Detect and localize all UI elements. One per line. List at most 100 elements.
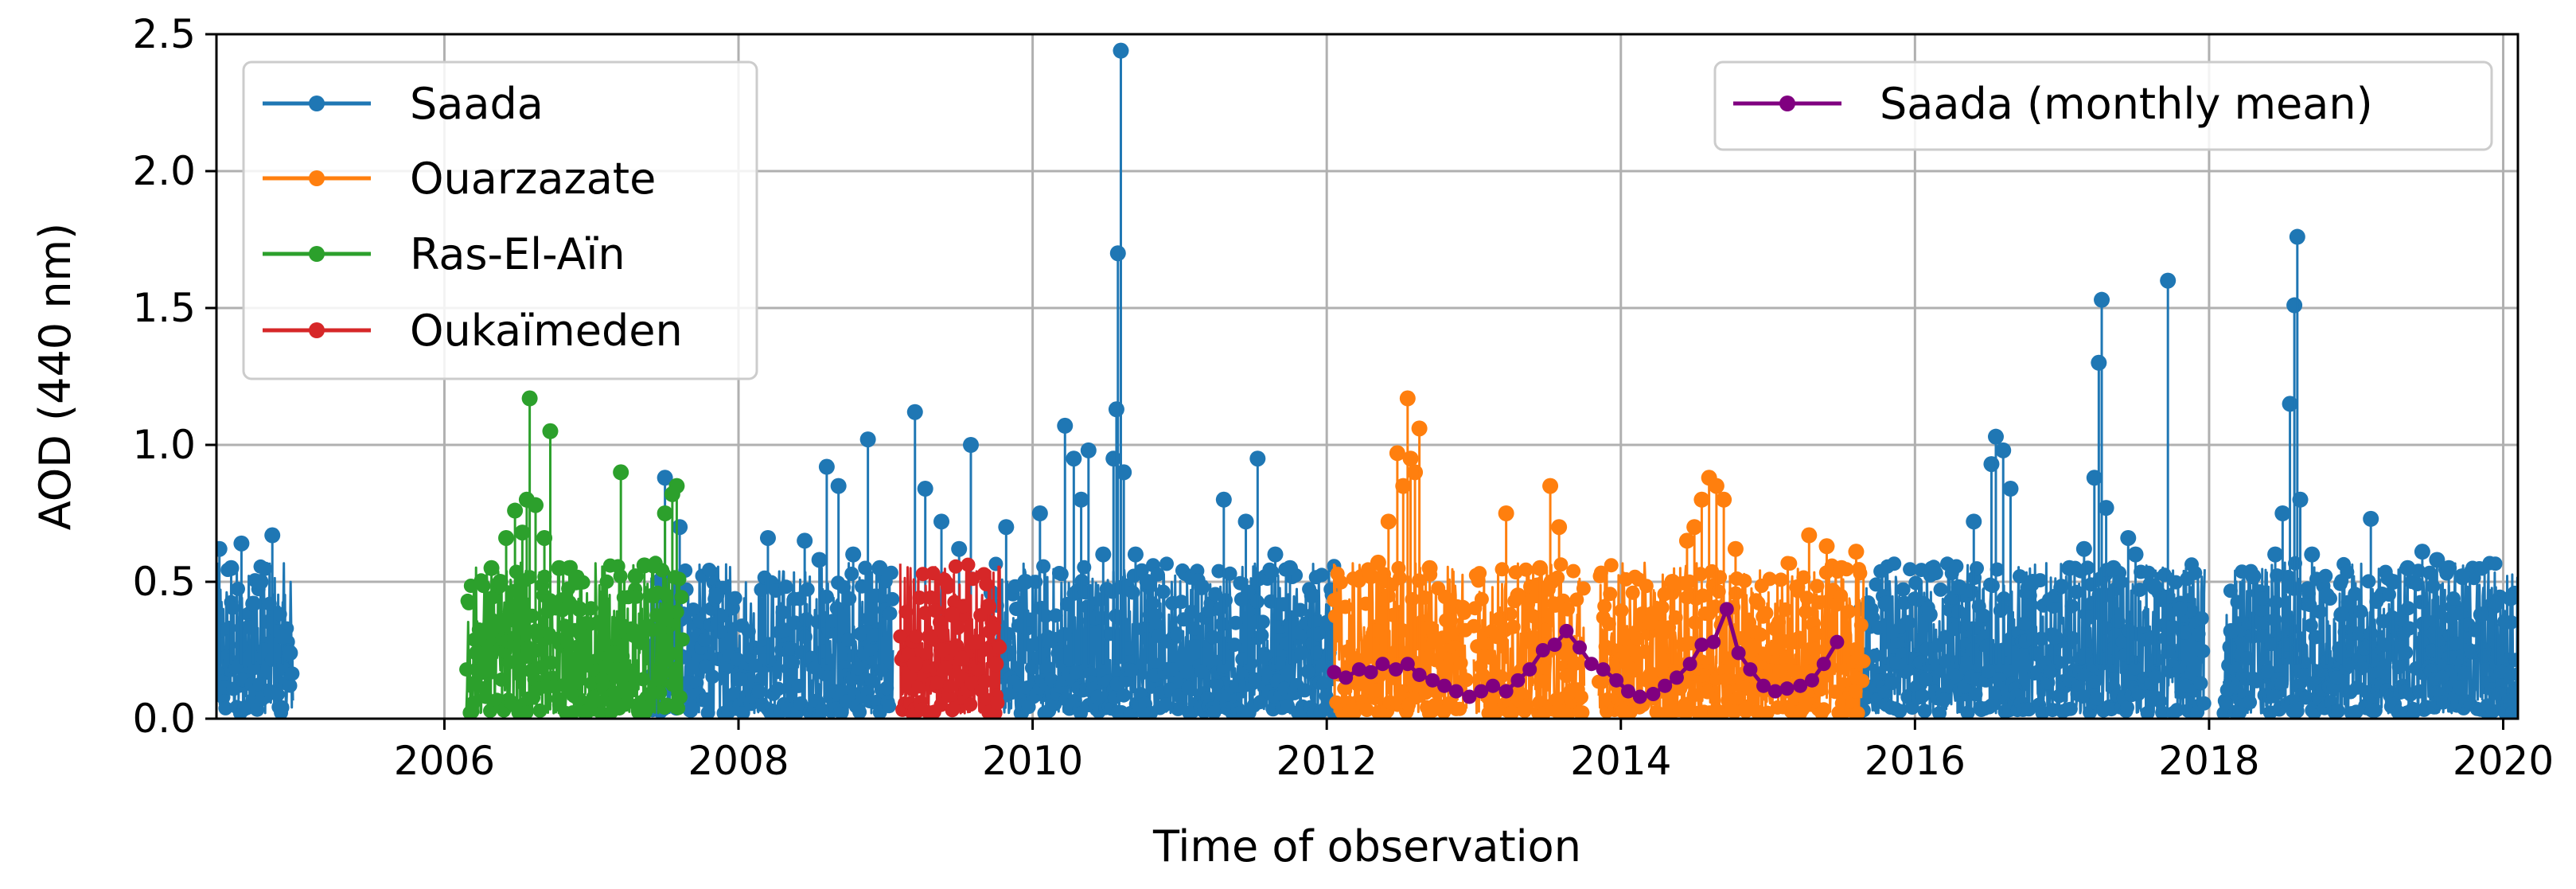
data-point-ouarzazate bbox=[1327, 609, 1343, 624]
data-point-saada bbox=[2054, 579, 2069, 594]
data-point-saada-monthly-mean bbox=[1547, 638, 1562, 653]
data-point-saada bbox=[1080, 442, 1097, 458]
data-point-saada bbox=[2243, 695, 2258, 710]
data-point-ras-el-ain bbox=[583, 601, 598, 616]
data-point-saada bbox=[252, 574, 269, 590]
data-point-saada bbox=[933, 513, 950, 530]
data-point-saada bbox=[2361, 574, 2376, 589]
data-point-saada bbox=[2384, 574, 2401, 590]
data-point-saada bbox=[1042, 634, 1058, 649]
data-point-saada bbox=[2453, 568, 2470, 585]
data-point-saada bbox=[1117, 688, 1131, 703]
data-point-ras-el-ain bbox=[675, 632, 690, 647]
data-point-ras-el-ain bbox=[565, 705, 580, 719]
x-tick-label: 2010 bbox=[982, 738, 1083, 784]
data-point-saada bbox=[2488, 556, 2503, 571]
data-point-saada bbox=[2340, 564, 2355, 579]
data-point-ouarzazate bbox=[1491, 611, 1506, 626]
data-point-oukaimeden bbox=[980, 598, 997, 614]
data-point-ouarzazate bbox=[1417, 590, 1432, 605]
data-point-ouarzazate bbox=[1559, 669, 1574, 684]
data-point-oukaimeden bbox=[956, 599, 971, 614]
data-point-saada bbox=[221, 621, 236, 635]
data-point-ras-el-ain bbox=[672, 571, 687, 587]
data-point-ras-el-ain bbox=[571, 601, 588, 618]
data-point-saada bbox=[800, 582, 815, 597]
data-point-saada bbox=[2504, 705, 2518, 719]
data-point-saada bbox=[2105, 657, 2120, 673]
data-point-ouarzazate bbox=[1727, 704, 1742, 719]
data-point-saada bbox=[2457, 665, 2473, 680]
data-point-ras-el-ain bbox=[594, 705, 609, 719]
data-point-saada bbox=[2013, 569, 2027, 584]
data-point-ras-el-ain bbox=[641, 700, 657, 715]
data-point-saada bbox=[1066, 450, 1082, 467]
data-point-saada bbox=[2148, 669, 2163, 684]
data-point-ras-el-ain bbox=[519, 705, 534, 719]
data-point-saada bbox=[216, 540, 228, 557]
data-point-ras-el-ain bbox=[561, 560, 578, 576]
data-point-ouarzazate bbox=[1855, 673, 1870, 688]
data-point-saada bbox=[1215, 491, 1232, 508]
data-point-oukaimeden bbox=[930, 675, 945, 690]
data-point-saada bbox=[2046, 599, 2061, 614]
data-point-saada-monthly-mean bbox=[1462, 689, 1477, 704]
data-point-saada bbox=[1069, 665, 1084, 680]
data-point-saada bbox=[1319, 688, 1334, 704]
data-point-ouarzazate bbox=[1639, 579, 1654, 594]
data-point-saada bbox=[2488, 595, 2504, 612]
data-point-saada bbox=[2127, 546, 2144, 563]
data-point-ouarzazate bbox=[1810, 579, 1825, 594]
data-point-saada bbox=[2222, 639, 2237, 654]
data-point-ouarzazate bbox=[1833, 560, 1849, 576]
data-point-saada bbox=[705, 669, 720, 684]
data-point-ouarzazate bbox=[1532, 560, 1549, 576]
data-point-saada bbox=[1304, 587, 1320, 604]
data-point-ras-el-ain bbox=[462, 595, 476, 610]
plot-frame bbox=[215, 33, 2519, 720]
data-point-ouarzazate bbox=[1678, 532, 1695, 549]
data-point-saada bbox=[1970, 561, 1984, 576]
data-point-saada bbox=[2441, 560, 2457, 576]
data-point-saada bbox=[2089, 691, 2104, 706]
data-point-saada bbox=[1292, 602, 1307, 618]
y-tick-label: 1.5 bbox=[132, 285, 196, 331]
data-point-saada-monthly-mean bbox=[1339, 670, 1354, 685]
data-point-oukaimeden bbox=[968, 634, 985, 650]
data-point-saada bbox=[1222, 566, 1237, 581]
data-point-saada bbox=[1995, 442, 2012, 458]
data-point-ouarzazate bbox=[1498, 505, 1514, 521]
data-point-oukaimeden bbox=[965, 571, 980, 587]
data-point-ouarzazate bbox=[1708, 478, 1724, 494]
data-point-ouarzazate bbox=[1597, 599, 1612, 614]
data-point-oukaimeden bbox=[920, 659, 935, 674]
data-point-ouarzazate bbox=[1365, 634, 1380, 649]
legend-left: Saada Ouarzazate Ras-El-Aïn Oukaïmeden bbox=[242, 60, 758, 380]
data-point-ouarzazate bbox=[1474, 591, 1489, 606]
data-point-saada bbox=[218, 700, 233, 715]
data-point-saada bbox=[778, 579, 793, 595]
data-point-ouarzazate bbox=[1358, 596, 1374, 611]
data-point-saada bbox=[2177, 625, 2192, 640]
data-point-saada bbox=[2017, 616, 2032, 631]
data-point-saada bbox=[1279, 636, 1294, 651]
data-point-saada bbox=[1169, 627, 1184, 642]
data-point-saada bbox=[882, 699, 897, 714]
legend-marker-ras-el-ain bbox=[309, 246, 325, 262]
data-point-ouarzazate bbox=[1398, 645, 1413, 661]
data-point-saada bbox=[1294, 645, 1309, 661]
data-point-ras-el-ain bbox=[671, 700, 686, 715]
data-point-saada-monthly-mean bbox=[1522, 662, 1537, 677]
data-point-saada bbox=[1249, 450, 1266, 467]
data-point-saada bbox=[1933, 582, 1948, 597]
data-point-ouarzazate bbox=[1642, 614, 1658, 631]
data-point-ras-el-ain bbox=[559, 634, 575, 649]
legend-marker-saada-monthly-mean bbox=[1779, 96, 1795, 111]
data-point-ouarzazate bbox=[1348, 651, 1363, 666]
data-point-ouarzazate bbox=[1737, 573, 1752, 588]
data-point-saada bbox=[793, 696, 809, 711]
data-layer bbox=[216, 42, 2518, 719]
data-point-saada bbox=[1281, 560, 1298, 576]
data-point-saada bbox=[859, 431, 876, 448]
axis-ticks: 2006 2008 2010 2012 2014 2016 2018 2020 0.0 0.5 1.… bbox=[132, 11, 2554, 784]
